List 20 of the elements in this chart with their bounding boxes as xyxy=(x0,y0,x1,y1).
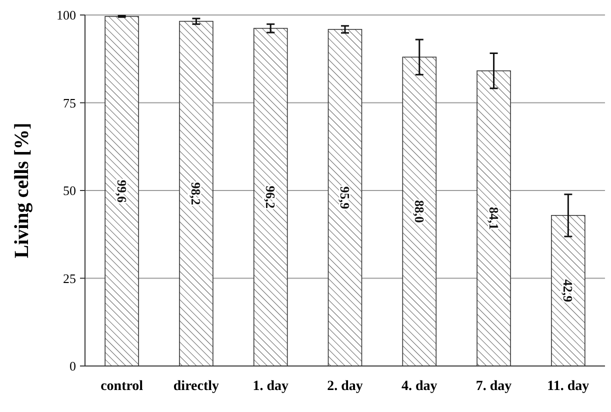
x-tick-label: control xyxy=(100,379,144,394)
x-tick-label: 11. day xyxy=(547,379,590,394)
data-label: 88,0 xyxy=(412,200,427,223)
x-tick-label: 4. day xyxy=(401,379,438,394)
y-tick-label: 25 xyxy=(63,270,76,286)
data-label: 99,6 xyxy=(114,180,130,204)
y-tick-label: 0 xyxy=(70,358,76,374)
y-tick-label: 100 xyxy=(56,8,76,22)
data-label: 95,9 xyxy=(338,186,352,210)
x-tick-label: 7. day xyxy=(476,379,512,394)
x-tick-label: 2. day xyxy=(327,379,363,394)
data-label: 84,1 xyxy=(486,207,502,230)
y-axis-title: Living cells [%] xyxy=(11,122,33,258)
data-label: 96,2 xyxy=(263,186,278,209)
x-tick-label: 1. day xyxy=(252,379,289,394)
y-tick-label: 50 xyxy=(63,183,76,198)
data-label: 42,9 xyxy=(560,279,576,303)
data-label: 98,2 xyxy=(188,182,204,206)
x-tick-label: directly xyxy=(173,379,220,394)
y-tick-label: 75 xyxy=(63,95,76,110)
